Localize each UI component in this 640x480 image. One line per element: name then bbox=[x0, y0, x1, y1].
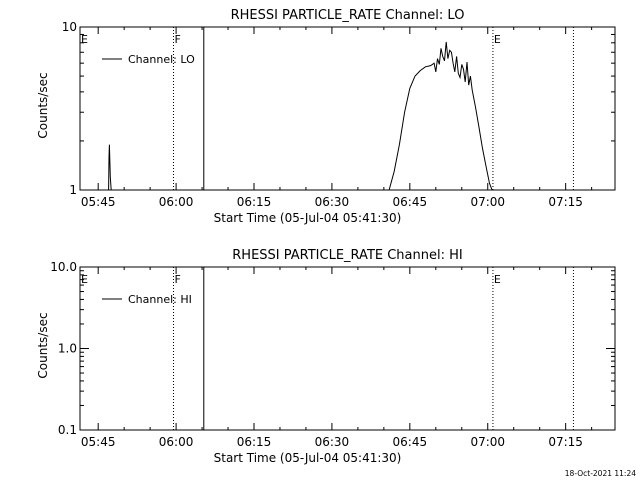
y-tick-label: 10.0 bbox=[50, 260, 77, 274]
x-tick-label: 06:15 bbox=[237, 435, 272, 449]
event-marker-label: F bbox=[174, 33, 180, 46]
event-marker-label: E bbox=[81, 273, 88, 286]
x-axis-label: Start Time (05-Jul-04 05:41:30) bbox=[214, 211, 402, 225]
y-axis-label: Counts/sec bbox=[36, 312, 50, 378]
chart-panel: RHESSI PARTICLE_RATE Channel: HI 05:45 06:… bbox=[36, 248, 616, 465]
footer-timestamp: 18-Oct-2021 11:24 bbox=[565, 469, 636, 478]
chart-panels: RHESSI PARTICLE_RATE Channel: LO 05:45 06:… bbox=[36, 8, 616, 465]
x-tick-label: 06:15 bbox=[237, 195, 272, 209]
chart-title: RHESSI PARTICLE_RATE Channel: LO bbox=[231, 8, 465, 23]
y-tick-label: 1.0 bbox=[58, 342, 77, 356]
y-tick-label: 1 bbox=[69, 183, 77, 197]
x-tick-label: 06:45 bbox=[393, 195, 428, 209]
y-tick-label: 0.1 bbox=[58, 423, 77, 437]
event-marker-label: E bbox=[494, 273, 501, 286]
x-tick-label: 05:45 bbox=[81, 435, 116, 449]
x-tick-label: 07:15 bbox=[548, 195, 583, 209]
y-axis-label: Counts/sec bbox=[36, 72, 50, 138]
x-tick-label: 05:45 bbox=[81, 195, 116, 209]
x-tick-label: 06:30 bbox=[315, 195, 350, 209]
chart-title: RHESSI PARTICLE_RATE Channel: HI bbox=[232, 248, 462, 263]
x-tick-label: 07:15 bbox=[548, 435, 583, 449]
x-tick-label: 07:00 bbox=[470, 195, 505, 209]
x-tick-label: 06:30 bbox=[315, 435, 350, 449]
x-tick-label: 06:00 bbox=[159, 195, 194, 209]
event-marker-label: F bbox=[174, 273, 180, 286]
event-marker-label: E bbox=[81, 33, 88, 46]
x-tick-label: 06:00 bbox=[159, 435, 194, 449]
series-line bbox=[108, 41, 493, 190]
event-marker-label: E bbox=[494, 33, 501, 46]
legend-label: Channel: LO bbox=[128, 53, 195, 66]
legend-label: Channel: HI bbox=[128, 293, 192, 306]
x-tick-label: 07:00 bbox=[470, 435, 505, 449]
legend: Channel: HI bbox=[102, 293, 192, 306]
legend: Channel: LO bbox=[102, 53, 195, 66]
x-tick-label: 06:45 bbox=[393, 435, 428, 449]
x-axis-label: Start Time (05-Jul-04 05:41:30) bbox=[214, 451, 402, 465]
chart-panel: RHESSI PARTICLE_RATE Channel: LO 05:45 06:… bbox=[36, 8, 616, 225]
y-tick-label: 10 bbox=[62, 20, 77, 34]
